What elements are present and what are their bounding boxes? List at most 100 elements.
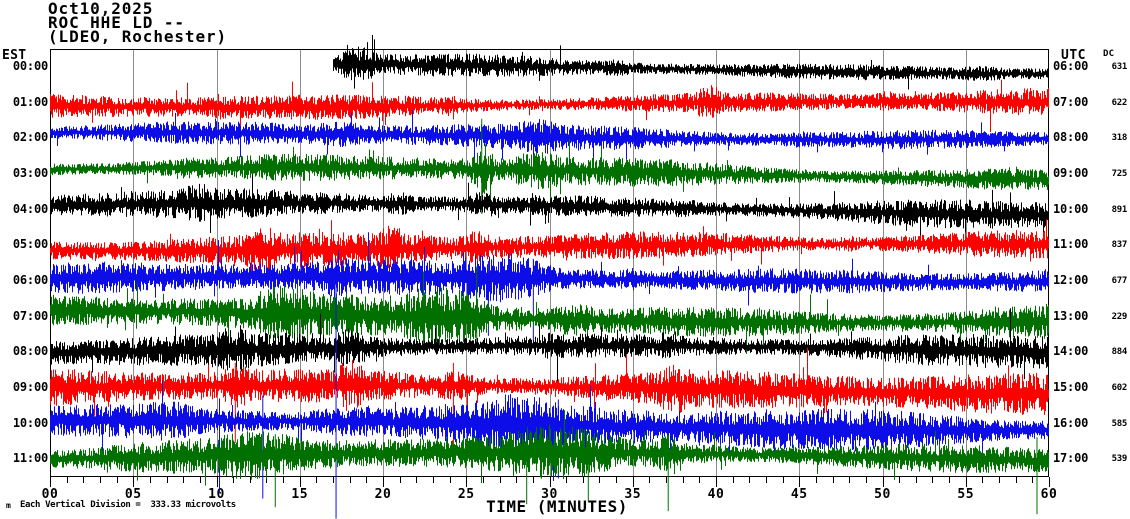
x-axis-title: TIME (MINUTES) <box>486 497 628 516</box>
major-tick <box>882 477 884 487</box>
minor-tick <box>399 477 401 483</box>
est-time-label: 05:00 <box>12 237 48 252</box>
minor-tick <box>233 477 235 483</box>
minor-tick <box>865 477 867 483</box>
utc-time-label: 16:00 <box>1053 415 1089 430</box>
gridline <box>549 50 551 476</box>
minor-tick <box>899 477 901 483</box>
x-tick-label: 45 <box>790 487 808 502</box>
minor-tick <box>166 477 168 483</box>
dc-offset-value: 318 <box>1111 133 1128 144</box>
utc-time-label: 15:00 <box>1053 379 1089 394</box>
x-tick-label: 40 <box>707 487 725 502</box>
minor-tick <box>266 477 268 483</box>
dc-offset-value: 884 <box>1111 347 1128 358</box>
gridline <box>133 50 135 476</box>
minor-tick <box>199 477 201 483</box>
x-tick-label: 55 <box>957 487 975 502</box>
minor-tick <box>116 477 118 483</box>
gridline <box>299 50 301 476</box>
utc-time-label: 10:00 <box>1053 201 1089 216</box>
major-tick <box>1049 477 1050 487</box>
dc-offset-value: 725 <box>1111 168 1128 179</box>
x-tick-label: 20 <box>374 487 392 502</box>
est-time-label: 11:00 <box>12 451 48 466</box>
major-tick <box>216 477 218 487</box>
utc-time-label: 14:00 <box>1053 344 1089 359</box>
minor-tick <box>732 477 734 483</box>
minor-tick <box>183 477 185 483</box>
minor-tick <box>949 477 951 483</box>
dc-offset-value: 837 <box>1111 240 1128 251</box>
est-time-label: 09:00 <box>12 379 48 394</box>
minor-tick <box>66 477 68 483</box>
x-tick-label: 50 <box>874 487 891 502</box>
minor-tick <box>516 477 518 483</box>
minor-tick <box>749 477 751 483</box>
utc-time-label: 09:00 <box>1053 165 1089 180</box>
gridline <box>965 50 967 476</box>
minor-tick <box>349 477 351 483</box>
minor-tick <box>616 477 618 483</box>
header-network: (LDEO, Rochester) <box>48 27 228 46</box>
utc-time-label: 17:00 <box>1053 451 1089 466</box>
gridline <box>716 50 717 476</box>
minor-tick <box>149 477 151 483</box>
dc-offset-value: 602 <box>1111 382 1128 393</box>
est-time-label: 08:00 <box>12 344 48 359</box>
major-tick <box>965 477 967 487</box>
vertical-division-note: Each Vertical Division = 333.33 microvol… <box>20 500 236 510</box>
minor-tick <box>815 477 817 483</box>
minor-tick <box>432 477 434 483</box>
minor-tick <box>499 477 501 483</box>
minor-tick <box>283 477 285 483</box>
minor-tick <box>416 477 418 483</box>
utc-time-label: 12:00 <box>1053 272 1089 287</box>
x-tick-label: 25 <box>457 487 475 502</box>
major-tick <box>466 477 468 487</box>
major-tick <box>549 477 551 487</box>
est-time-label: 00:00 <box>12 58 48 73</box>
gridline <box>466 50 468 476</box>
minor-tick <box>366 477 368 483</box>
major-tick <box>383 477 384 487</box>
major-tick <box>716 477 717 487</box>
utc-time-label: 06:00 <box>1053 58 1089 73</box>
minor-tick <box>649 477 651 483</box>
minor-tick <box>482 477 484 483</box>
major-tick <box>632 477 634 487</box>
est-time-label: 02:00 <box>12 130 48 145</box>
minor-tick <box>915 477 917 483</box>
x-tick-label: 60 <box>1040 487 1058 502</box>
minor-tick <box>532 477 534 483</box>
minor-tick <box>666 477 668 483</box>
est-time-label: 03:00 <box>12 165 48 180</box>
dc-offset-value: 585 <box>1111 418 1128 429</box>
minor-tick <box>249 477 251 483</box>
est-time-label: 10:00 <box>12 415 48 430</box>
major-tick <box>133 477 135 487</box>
minor-tick <box>765 477 767 483</box>
gridline <box>216 50 218 476</box>
dc-offset-value: 539 <box>1111 454 1128 465</box>
utc-time-label: 13:00 <box>1053 308 1089 323</box>
est-time-label: 06:00 <box>12 272 48 287</box>
minor-tick <box>333 477 335 483</box>
minor-tick <box>1015 477 1017 483</box>
gridline <box>882 50 884 476</box>
gridline <box>383 50 384 476</box>
gridline <box>632 50 634 476</box>
minor-tick <box>582 477 584 483</box>
utc-time-label: 07:00 <box>1053 94 1089 109</box>
minor-tick <box>316 477 318 483</box>
minor-tick <box>682 477 684 483</box>
est-time-label: 04:00 <box>12 201 48 216</box>
minor-tick <box>99 477 101 483</box>
major-tick <box>50 477 51 487</box>
est-time-label: 01:00 <box>12 94 48 109</box>
minor-tick <box>1032 477 1034 483</box>
dc-offset-value: 631 <box>1111 61 1128 72</box>
minor-tick <box>832 477 834 483</box>
dc-offset-value: 677 <box>1111 275 1128 286</box>
